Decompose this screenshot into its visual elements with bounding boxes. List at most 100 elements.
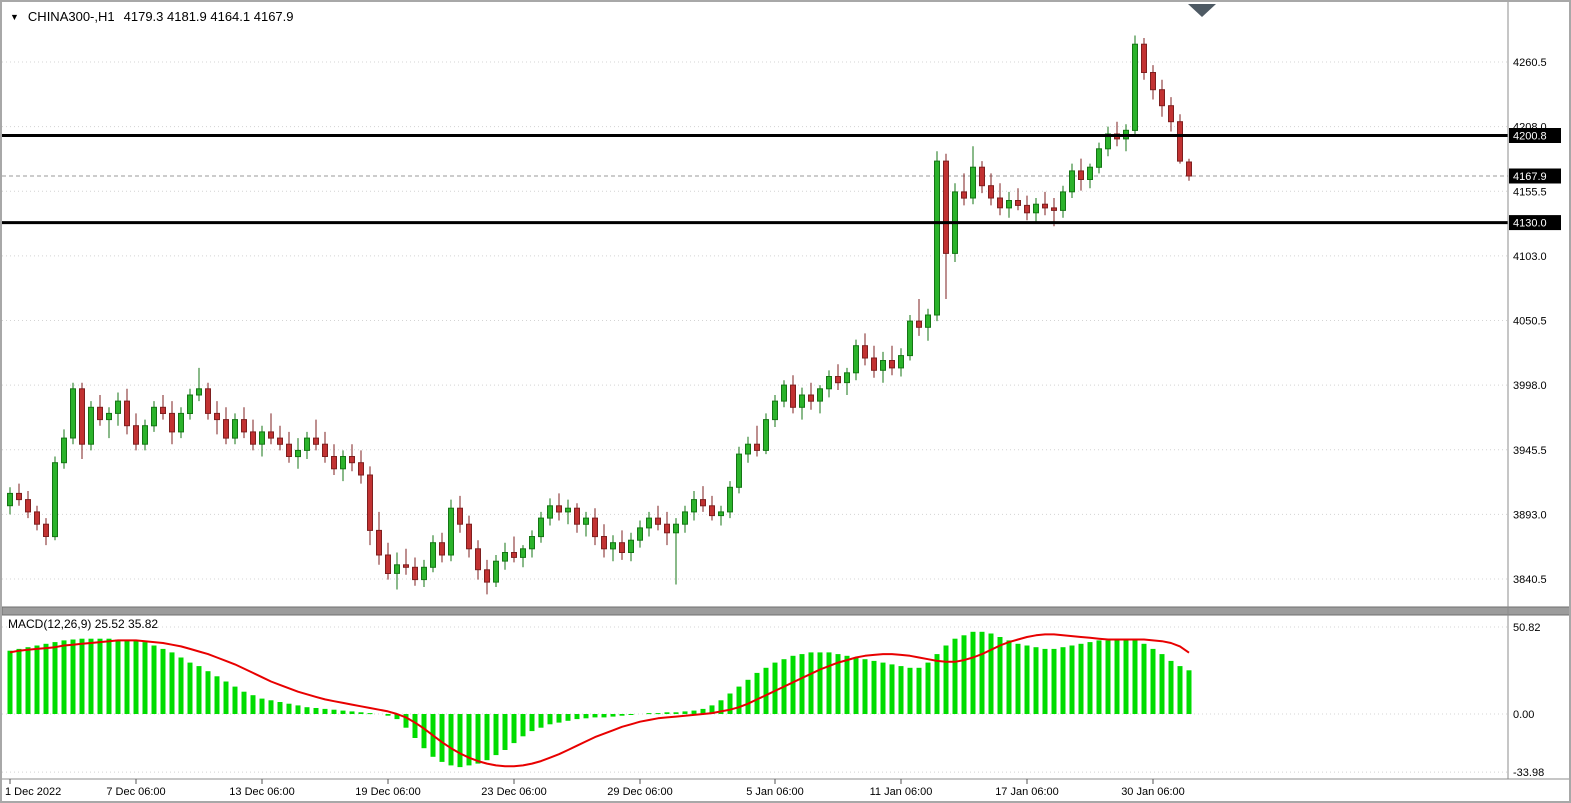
candle-down (1078, 170, 1084, 180)
macd-histogram-bar (97, 638, 103, 714)
macd-histogram-bar (313, 708, 319, 714)
macd-histogram-bar (880, 662, 886, 714)
candle-up (745, 443, 751, 455)
macd-histogram-bar (52, 642, 58, 714)
macd-histogram-bar (34, 645, 40, 714)
macd-histogram-bar (115, 639, 121, 714)
macd-histogram-bar (133, 640, 139, 714)
chart-shift-marker-icon[interactable] (1188, 4, 1216, 17)
macd-histogram-bar (889, 664, 895, 714)
macd-histogram-bar (1024, 645, 1030, 714)
macd-histogram-bar (1069, 645, 1075, 714)
macd-histogram-bar (25, 647, 31, 714)
macd-signal-line (9, 633, 1190, 768)
candle-down (1150, 72, 1156, 91)
macd-histogram-bar (826, 652, 832, 714)
candle-down (268, 431, 274, 439)
macd-histogram-bar (88, 638, 94, 714)
candle-down (1177, 121, 1183, 162)
macd-histogram-bar (547, 714, 553, 725)
candle-up (340, 456, 346, 470)
macd-histogram-bar (160, 648, 166, 714)
candle-down (97, 406, 103, 421)
time-tick-label: 7 Dec 06:00 (106, 786, 165, 798)
macd-histogram-bar (475, 714, 481, 764)
candle-up (781, 384, 787, 402)
macd-histogram-bar (232, 686, 238, 714)
candle-up (295, 449, 301, 458)
candle-down (574, 507, 580, 525)
candle-down (214, 412, 220, 421)
candle-down (961, 191, 967, 199)
price-tick-label: 4155.5 (1513, 186, 1547, 198)
candle-down (619, 542, 625, 554)
time-tick-label: 13 Dec 06:00 (229, 786, 294, 798)
candle-up (844, 372, 850, 384)
candle-up (1060, 191, 1066, 211)
macd-histogram-bar (583, 714, 589, 719)
macd-histogram-bar (565, 714, 571, 721)
candle-down (700, 499, 706, 507)
candle-up (691, 499, 697, 513)
macd-histogram-bar (1168, 660, 1174, 714)
pane-separator[interactable] (2, 606, 1571, 616)
macd-histogram-bar (862, 659, 868, 714)
candle-down (1042, 203, 1048, 209)
candle-down (367, 474, 373, 531)
candle-down (34, 511, 40, 525)
candle-up (637, 527, 643, 541)
candle-up (673, 523, 679, 534)
macd-histogram-bar (412, 714, 418, 738)
candle-up (772, 400, 778, 421)
macd-histogram-bar (1051, 648, 1057, 714)
candle-up (232, 419, 238, 439)
candle-up (628, 539, 634, 554)
candle-down (358, 462, 364, 476)
candle-up (196, 388, 202, 396)
candle-down (808, 394, 814, 402)
candle-up (430, 542, 436, 568)
candle-up (88, 406, 94, 445)
macd-histogram-bar (484, 714, 490, 761)
candle-up (520, 548, 526, 558)
macd-histogram-bar (358, 712, 364, 714)
candle-up (853, 345, 859, 374)
macd-histogram-bar (1123, 638, 1129, 714)
price-tick-label: 4260.5 (1513, 57, 1547, 69)
macd-histogram-bar (223, 681, 229, 714)
macd-histogram-bar (187, 662, 193, 714)
level-price-label: 4130.0 (1513, 218, 1547, 230)
macd-histogram-bar (340, 710, 346, 714)
macd-histogram-bar (952, 638, 958, 714)
candle-up (934, 160, 940, 316)
candle-down (664, 523, 670, 534)
price-tick-label: 3998.0 (1513, 380, 1547, 392)
macd-histogram-bar (934, 654, 940, 714)
candle-down (205, 388, 211, 414)
macd-histogram-bar (151, 645, 157, 714)
macd-histogram-bar (178, 657, 184, 714)
macd-histogram-bar (925, 662, 931, 714)
candle-down (862, 345, 868, 359)
macd-histogram-bar (844, 655, 850, 714)
macd-histogram-bar (43, 643, 49, 714)
macd-histogram-bar (394, 714, 400, 720)
macd-histogram-bar (142, 642, 148, 714)
candle-down (313, 437, 319, 445)
macd-histogram-bar (106, 638, 112, 714)
candle-up (763, 419, 769, 451)
candle-down (412, 566, 418, 581)
candle-down (43, 523, 49, 538)
macd-histogram-bar (448, 714, 454, 766)
macd-histogram-bar (70, 639, 76, 714)
macd-histogram-bar (286, 703, 292, 714)
candle-down (1186, 161, 1192, 177)
macd-histogram-bar (1006, 640, 1012, 714)
macd-histogram-bar (466, 714, 472, 766)
macd-histogram-bar (691, 710, 697, 714)
macd-histogram-bar (1078, 643, 1084, 714)
macd-histogram-bar (808, 652, 814, 714)
candle-down (835, 376, 841, 384)
candle-up (178, 412, 184, 433)
